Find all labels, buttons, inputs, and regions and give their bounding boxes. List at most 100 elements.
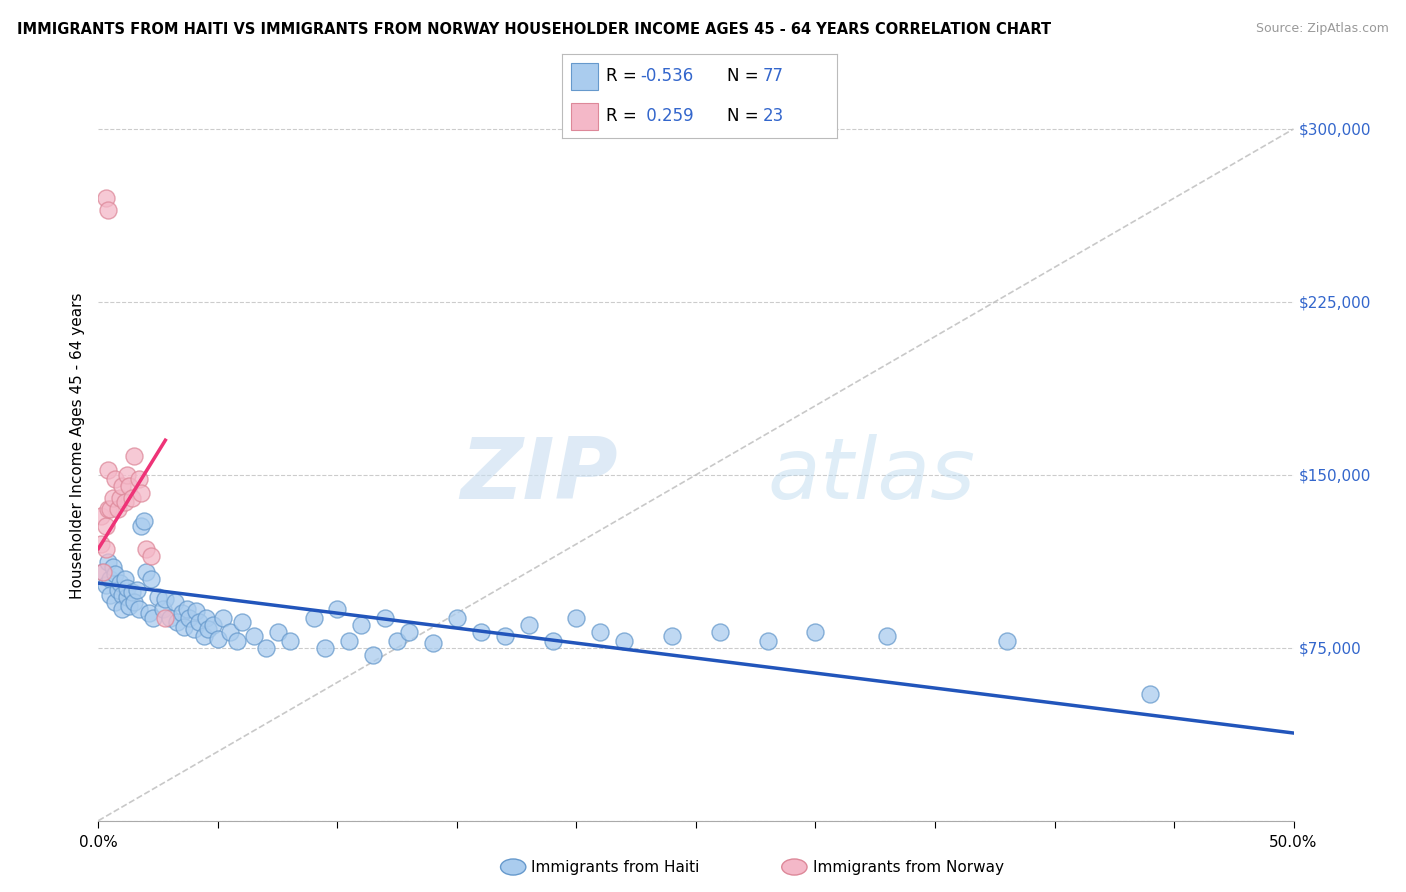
Point [142, 611, 165, 625]
Point [104, 566, 127, 581]
Point [517, 617, 540, 632]
Point [159, 611, 181, 625]
Point [197, 622, 219, 636]
Point [97, 463, 120, 477]
Point [121, 585, 143, 599]
Point [115, 467, 138, 482]
Point [756, 633, 779, 648]
Point [148, 590, 170, 604]
Text: IMMIGRANTS FROM HAITI VS IMMIGRANTS FROM NORWAY HOUSEHOLDER INCOME AGES 45 - 64 : IMMIGRANTS FROM HAITI VS IMMIGRANTS FROM… [17, 22, 1052, 37]
Point [172, 606, 194, 620]
Point [226, 633, 249, 648]
Text: Source: ZipAtlas.com: Source: ZipAtlas.com [1256, 22, 1389, 36]
Point [132, 514, 155, 528]
Point [131, 518, 153, 533]
Point [97, 556, 120, 570]
Point [94, 518, 117, 533]
Point [179, 611, 201, 625]
Point [91, 565, 114, 579]
Point [155, 592, 177, 607]
Point [350, 617, 373, 632]
Point [115, 590, 138, 604]
Point [211, 611, 233, 625]
Point [135, 565, 157, 579]
Point [118, 599, 141, 614]
Y-axis label: Householder Income Ages 45 - 64 years: Householder Income Ages 45 - 64 years [70, 293, 86, 599]
Point [114, 495, 136, 509]
Point [91, 565, 114, 579]
Point [98, 588, 122, 602]
Point [94, 541, 117, 556]
Point [193, 629, 215, 643]
Text: -0.536: -0.536 [641, 68, 693, 86]
Point [254, 640, 277, 655]
Point [139, 572, 162, 586]
Point [374, 611, 396, 625]
Point [187, 615, 209, 630]
Point [195, 611, 218, 625]
Point [709, 624, 731, 639]
Text: R =: R = [606, 107, 643, 125]
Text: Immigrants from Haiti: Immigrants from Haiti [531, 860, 700, 874]
Point [398, 624, 420, 639]
Point [219, 624, 242, 639]
Point [470, 624, 492, 639]
Point [125, 583, 148, 598]
Text: ZIP: ZIP [461, 434, 619, 517]
Point [111, 588, 134, 602]
Point [108, 576, 131, 591]
Point [94, 578, 117, 592]
Text: 0.259: 0.259 [641, 107, 693, 125]
Text: N =: N = [727, 107, 763, 125]
Text: Immigrants from Norway: Immigrants from Norway [813, 860, 1004, 874]
Point [98, 572, 122, 586]
Text: 77: 77 [762, 68, 783, 86]
Point [128, 601, 150, 615]
Point [131, 486, 153, 500]
Point [138, 606, 160, 620]
Point [121, 491, 143, 505]
Point [876, 629, 898, 643]
Text: atlas: atlas [768, 434, 976, 517]
Point [128, 472, 150, 486]
Point [114, 572, 136, 586]
Point [422, 636, 444, 650]
Point [163, 594, 186, 608]
Point [804, 624, 827, 639]
Point [108, 491, 131, 505]
Point [278, 633, 301, 648]
Point [98, 502, 122, 516]
Point [124, 450, 146, 464]
Point [302, 611, 325, 625]
Point [494, 629, 516, 643]
Point [339, 633, 361, 648]
Point [207, 632, 229, 646]
Point [111, 479, 134, 493]
Text: N =: N = [727, 68, 763, 86]
Bar [571, 62, 598, 90]
Point [446, 611, 468, 625]
Point [118, 479, 141, 493]
Point [231, 615, 253, 630]
Point [107, 502, 129, 516]
Point [104, 472, 127, 486]
Point [155, 611, 177, 625]
Point [1139, 687, 1161, 701]
Point [183, 622, 205, 636]
Point [97, 502, 120, 516]
Point [565, 611, 588, 625]
Point [94, 191, 117, 205]
Point [135, 541, 157, 556]
Point [995, 633, 1018, 648]
Point [243, 629, 266, 643]
Point [173, 620, 195, 634]
Point [107, 583, 129, 598]
Point [661, 629, 683, 643]
Point [90, 509, 112, 524]
Text: 23: 23 [762, 107, 783, 125]
Point [152, 601, 174, 615]
Bar [571, 103, 598, 130]
Point [97, 202, 120, 217]
Point [541, 633, 564, 648]
Point [176, 601, 198, 615]
